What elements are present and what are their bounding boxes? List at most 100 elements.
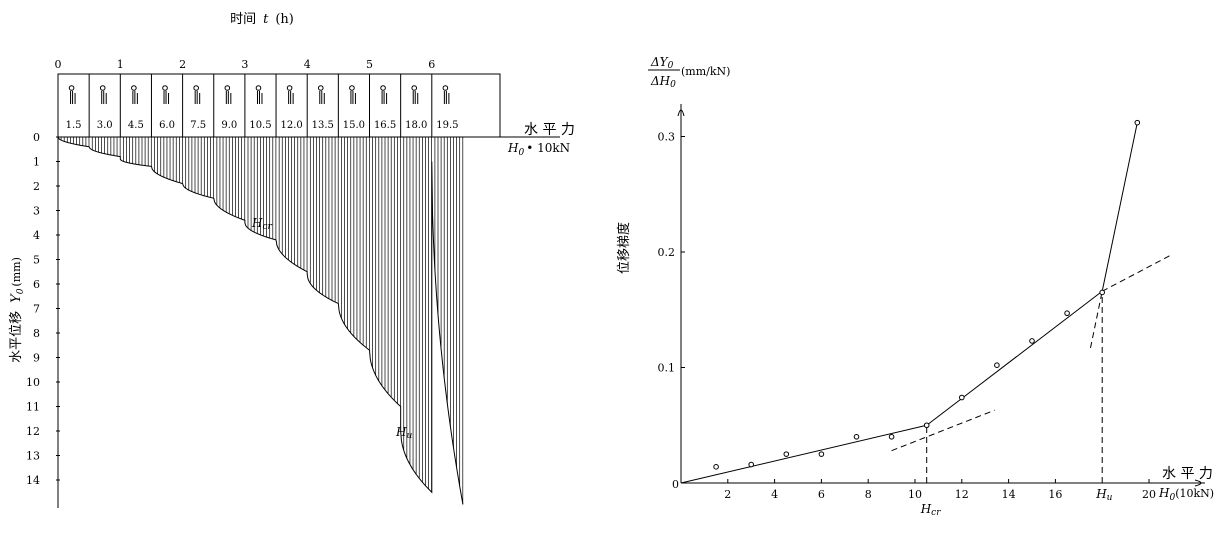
- time-tick-label: 2: [179, 58, 186, 71]
- y-tick-label: 7: [33, 303, 40, 316]
- time-tick-label: 1: [117, 58, 124, 71]
- pile-glyph: [255, 85, 263, 104]
- force-symbol-label: H0 • 10kN: [507, 141, 570, 158]
- load-step-label: 9.0: [221, 120, 237, 131]
- data-point: [818, 451, 825, 457]
- load-step-cells: 1.5 3.0 4.5 6.0 7.5 9.0 10.5 12.0 13.5 15.0 16.5 18…: [66, 74, 459, 137]
- y-tick-label: 14: [26, 474, 40, 487]
- y-tick-label: 11: [26, 401, 40, 414]
- y-axis-label: 水平位移Y0(mm): [9, 257, 26, 363]
- pile-glyph-head: [349, 85, 355, 91]
- x-axis-arrow: [1194, 479, 1202, 487]
- pile-glyph: [99, 85, 107, 104]
- data-point: [748, 461, 755, 468]
- right-y-tick-label: 0.2: [658, 246, 676, 259]
- y-tick-label: 10: [26, 376, 40, 389]
- pile-glyph: [224, 85, 232, 104]
- right-x-tick-label: 10: [908, 488, 922, 501]
- pile-glyph: [380, 85, 388, 104]
- pile-glyph-head: [224, 85, 231, 91]
- y-tick-label: 12: [26, 425, 40, 438]
- pile-glyph-head: [162, 85, 168, 91]
- pile-glyph-body: [288, 91, 294, 104]
- x-axis-label-text: 水 平 力: [1162, 466, 1213, 482]
- displacement-envelope: [57, 136, 464, 505]
- pile-glyph: [442, 85, 450, 104]
- pile-glyph-body: [163, 91, 170, 104]
- right-y-tick-label: 0.1: [658, 362, 676, 375]
- data-point: [1099, 289, 1105, 296]
- gradient-vertical-label: 位移梯度: [616, 222, 632, 274]
- load-step-label: 7.5: [190, 120, 206, 131]
- right-x-tick-label: 4: [771, 488, 778, 501]
- annotation-hu-left: Hu: [395, 425, 412, 441]
- data-point: [1029, 338, 1035, 344]
- time-tick-label: 5: [366, 58, 373, 71]
- load-step-label: 3.0: [97, 120, 113, 131]
- load-step-label: 4.5: [128, 120, 144, 131]
- fit-line: [680, 424, 927, 484]
- pile-glyph-head: [131, 85, 137, 91]
- right-x-tick-label: 8: [865, 488, 872, 501]
- right-x-tick-label: 12: [955, 488, 969, 501]
- gradient-label-unit: (mm/kN): [681, 65, 730, 78]
- pile-glyph-head: [317, 85, 324, 91]
- load-step-label: 19.5: [436, 120, 458, 131]
- right-x-tick-label: 2: [724, 488, 731, 501]
- y-tick-label: 9: [33, 352, 40, 365]
- data-point: [959, 394, 965, 401]
- pile-glyph: [317, 85, 325, 104]
- right-y-tick-labels: 0.1 0.2 0.3: [658, 131, 685, 375]
- annotation-hcr-right: Hcr: [920, 502, 942, 518]
- y-axis-arrow: [677, 109, 685, 117]
- pile-glyph-head: [286, 85, 293, 91]
- load-step-label: 12.0: [280, 120, 302, 131]
- pile-glyph-head: [411, 85, 418, 91]
- data-point: [783, 451, 790, 457]
- pile-glyph-head: [68, 85, 75, 91]
- origin-label: 0: [672, 478, 679, 491]
- force-label: 水 平 力: [524, 122, 575, 138]
- fit-lines: [680, 122, 1138, 484]
- load-step-label: 18.0: [405, 120, 427, 131]
- annotation-hcr-left: Hcr: [251, 216, 273, 232]
- fit-line: [926, 290, 1103, 426]
- time-tick-labels: 0 1 2 3 4 5 6: [55, 58, 436, 71]
- pile-glyph-head: [255, 85, 262, 91]
- load-step-label: 13.5: [312, 120, 334, 131]
- load-step-label: 1.5: [66, 120, 82, 131]
- x-axis-label-symbol: H0(10kN): [1158, 486, 1214, 503]
- data-point: [853, 434, 860, 440]
- pile-glyph-body: [319, 91, 325, 104]
- fit-line: [1101, 122, 1138, 292]
- pile-glyph-head: [193, 85, 199, 91]
- y-tick-label: 3: [33, 205, 40, 218]
- pile-glyph-body: [70, 91, 76, 104]
- pile-glyph: [162, 85, 170, 104]
- data-point: [994, 362, 1000, 368]
- load-step-band: [57, 73, 501, 138]
- pile-glyph: [131, 85, 138, 104]
- pile-glyph-body: [101, 91, 107, 104]
- gradient-label-numerator: ΔY0: [650, 55, 674, 71]
- data-points: [713, 119, 1141, 470]
- right-x-tick-label: 20: [1142, 488, 1156, 501]
- right-y-tick-label: 0.3: [658, 131, 676, 144]
- data-point: [713, 464, 719, 470]
- y-tick-label: 4: [33, 229, 40, 242]
- right-x-tick-label: 14: [1002, 488, 1016, 501]
- dashed-line: [1090, 291, 1103, 348]
- pile-glyph-body: [412, 91, 419, 104]
- y-tick-label: 8: [33, 327, 40, 340]
- time-tick-label: 3: [241, 58, 248, 71]
- y-tick-label: 1: [33, 156, 40, 169]
- data-point: [1134, 119, 1141, 126]
- pile-glyph-body: [132, 91, 138, 104]
- pile-glyph: [286, 85, 294, 104]
- pile-glyph-body: [443, 91, 450, 104]
- y-tick-label: 2: [33, 180, 40, 193]
- y-tick-label: 6: [33, 278, 40, 291]
- threshold-annotations: Hcr Hu: [920, 487, 1113, 518]
